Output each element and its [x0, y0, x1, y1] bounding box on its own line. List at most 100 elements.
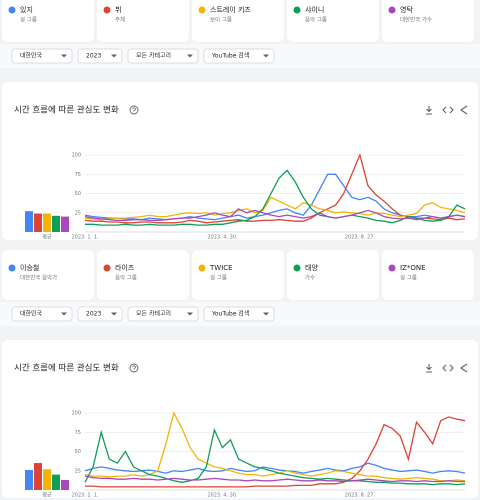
- average-bar: [52, 474, 60, 490]
- average-bar: [34, 213, 42, 232]
- filter-dropdown[interactable]: [77, 48, 123, 64]
- filter-dropdown[interactable]: [11, 306, 73, 322]
- average-bar: [52, 215, 60, 232]
- average-label: 평균: [42, 234, 52, 241]
- series-line: [84, 427, 466, 486]
- dropdown-arrow: [61, 54, 67, 58]
- x-tick-label: 2023. 1. 1.: [71, 235, 98, 241]
- x-tick-label: 2023. 8. 27.: [345, 235, 376, 241]
- term-dot: [103, 6, 111, 14]
- filter-label: 모든 카테고리: [136, 52, 171, 60]
- term-card[interactable]: [97, 0, 189, 42]
- y-tick-label: 100: [71, 411, 81, 417]
- x-tick-label: 2023. 4. 30.: [207, 235, 238, 241]
- term-description: 주제: [115, 16, 125, 24]
- chart-title: 시간 흐름에 따른 관심도 변화: [14, 363, 119, 374]
- average-bar: [34, 463, 42, 490]
- embed-icon[interactable]: [442, 364, 454, 372]
- y-tick-label: 50: [75, 191, 81, 197]
- series-line: [84, 208, 466, 222]
- filter-dropdown[interactable]: [203, 306, 275, 322]
- download-icon[interactable]: [426, 106, 432, 115]
- term-name: 있지: [20, 5, 33, 14]
- term-card[interactable]: [192, 250, 284, 300]
- filter-dropdown[interactable]: [127, 306, 199, 322]
- help-icon[interactable]: [129, 105, 139, 115]
- term-description: 음악 그룹: [115, 274, 137, 282]
- term-dot: [198, 264, 206, 272]
- term-description: 걸 그룹: [20, 16, 37, 24]
- dropdown-arrow: [187, 312, 193, 316]
- term-dot: [293, 6, 301, 14]
- y-tick-label: 50: [75, 449, 81, 455]
- term-card[interactable]: [287, 250, 379, 300]
- term-dot: [293, 264, 301, 272]
- download-icon[interactable]: [426, 364, 432, 373]
- dropdown-arrow: [111, 312, 117, 316]
- y-tick-label: 25: [75, 210, 81, 216]
- term-card[interactable]: [192, 0, 284, 42]
- share-icon[interactable]: [460, 105, 468, 115]
- average-bar: [25, 211, 33, 232]
- term-name: 스트레이 키즈: [210, 5, 251, 14]
- term-name: TWICE: [209, 264, 233, 272]
- term-card[interactable]: [97, 250, 189, 300]
- filter-label: 대한민국: [20, 52, 43, 60]
- y-tick-label: 75: [75, 172, 81, 178]
- term-dot: [8, 6, 16, 14]
- average-bar: [61, 479, 69, 490]
- term-name: IZ*ONE: [400, 264, 426, 272]
- term-card[interactable]: [382, 0, 474, 42]
- average-bar: [25, 469, 33, 490]
- embed-icon[interactable]: [442, 106, 454, 114]
- dropdown-arrow: [111, 54, 117, 58]
- term-dot: [388, 264, 396, 272]
- y-tick-label: 25: [75, 468, 81, 474]
- term-description: 음악 그룹: [305, 16, 327, 24]
- share-icon[interactable]: [460, 363, 468, 373]
- filter-dropdown[interactable]: [77, 306, 123, 322]
- filter-label: 모든 카테고리: [136, 310, 171, 318]
- dropdown-arrow: [61, 312, 67, 316]
- average-bar: [61, 216, 69, 232]
- filter-dropdown[interactable]: [127, 48, 199, 64]
- term-dot: [388, 6, 396, 14]
- term-description: 가수: [305, 274, 315, 282]
- term-name: 이승철: [20, 263, 39, 272]
- series-line: [85, 416, 466, 488]
- help-mark: [132, 107, 136, 112]
- term-card[interactable]: [2, 0, 94, 42]
- filter-dropdown[interactable]: [203, 48, 275, 64]
- y-tick-label: 75: [75, 430, 81, 436]
- series-line: [84, 411, 466, 482]
- filter-label: 대한민국: [20, 310, 43, 318]
- term-name: 뷔: [115, 5, 121, 14]
- chart-card: [2, 82, 478, 240]
- y-tick-label: 100: [71, 153, 81, 159]
- filter-label: 2023: [86, 311, 101, 318]
- average-bar: [43, 469, 51, 490]
- help-mark: [132, 365, 136, 370]
- term-card[interactable]: [287, 0, 379, 42]
- term-dot: [103, 264, 111, 272]
- average-label: 평균: [42, 492, 52, 499]
- term-description: 대한민국 가수: [400, 16, 432, 24]
- filter-dropdown[interactable]: [11, 48, 73, 64]
- filter-label: 2023: [86, 53, 101, 60]
- term-name: 라이즈: [115, 263, 135, 272]
- term-name: 영탁: [400, 5, 413, 14]
- x-tick-label: 2023. 8. 27.: [345, 493, 376, 499]
- term-description: 걸 그룹: [400, 274, 417, 282]
- term-description: 걸 그룹: [210, 274, 227, 282]
- term-card[interactable]: [2, 250, 94, 300]
- series-line: [84, 462, 466, 474]
- dropdown-arrow: [187, 54, 193, 58]
- help-icon[interactable]: [129, 363, 139, 373]
- average-bar: [43, 213, 51, 232]
- term-dot: [8, 264, 16, 272]
- dropdown-arrow: [263, 312, 269, 316]
- term-card[interactable]: [382, 250, 474, 300]
- term-description: 대한민국 음악가: [20, 274, 57, 282]
